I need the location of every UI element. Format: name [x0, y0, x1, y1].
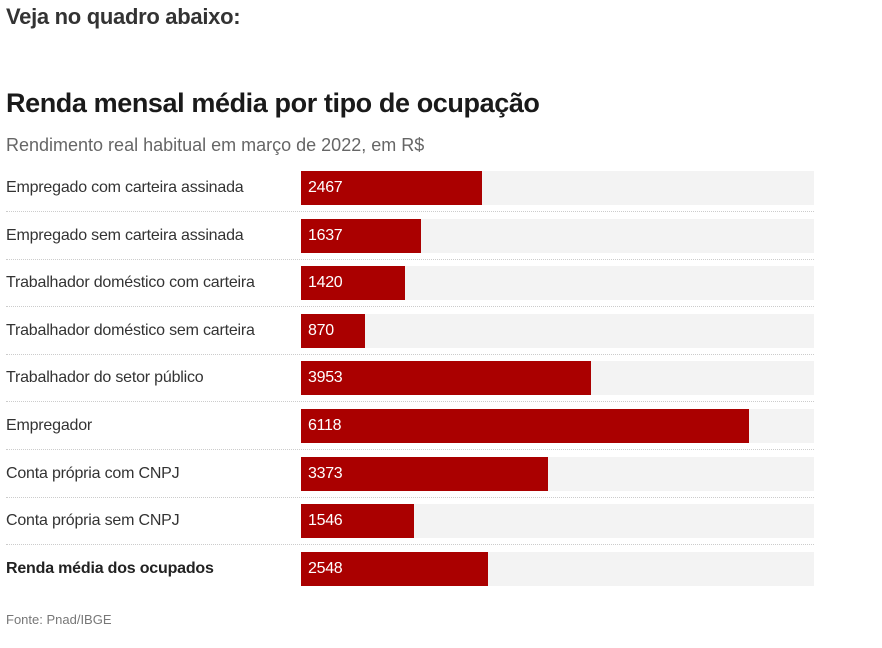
intro-heading: Veja no quadro abaixo: [6, 4, 241, 29]
bar [301, 361, 591, 396]
chart-source: Fonte: Pnad/IBGE [6, 612, 112, 627]
bar-track: 1420 [301, 266, 814, 301]
bar-label: Trabalhador doméstico com carteira [6, 274, 255, 292]
bar-row: Trabalhador doméstico sem carteira 870 [6, 313, 814, 355]
bar-row: Conta própria sem CNPJ 1546 [6, 504, 814, 546]
bar-value-label: 2467 [308, 179, 343, 196]
bar-row: Empregado sem carteira assinada 1637 [6, 218, 814, 260]
bar-label: Empregador [6, 416, 93, 434]
bar-value-label: 6118 [308, 416, 342, 434]
bar-label: Conta própria com CNPJ [6, 464, 180, 482]
bar-label: Trabalhador doméstico sem carteira [6, 321, 255, 339]
bar-row: Renda média dos ocupados 2548 [6, 551, 814, 586]
bar [301, 266, 406, 301]
bar-chart: Empregado com carteira assinada 2467 Empre… [6, 171, 814, 599]
bar-track: 1546 [301, 504, 814, 539]
bar-track: 1637 [301, 218, 814, 253]
bar-label: Empregado sem carteira assinada [6, 226, 244, 244]
bar-row: Empregador 6118 [6, 408, 814, 450]
bar-track: 3953 [301, 361, 814, 396]
chart-subtitle: Rendimento real habitual em março de 202… [6, 135, 425, 155]
bar-track: 2467 [301, 171, 814, 205]
chart-title: Renda mensal média por tipo de ocupação [6, 88, 540, 118]
bar-label: Conta própria sem CNPJ [6, 512, 180, 530]
bar [301, 313, 365, 348]
bar-label: Renda média dos ocupados [6, 559, 214, 577]
bar-value-label: 3953 [308, 369, 343, 387]
bar [301, 551, 488, 586]
bar-track: 6118 [301, 408, 814, 443]
bar-value-label: 870 [308, 321, 334, 339]
bar-row: Trabalhador do setor público 3953 [6, 361, 814, 403]
bar-label: Trabalhador do setor público [6, 369, 204, 387]
bar-row: Empregado com carteira assinada 2467 [6, 171, 814, 212]
bar-track: 870 [301, 313, 814, 348]
bar-value-label: 1420 [308, 274, 343, 292]
bar-value-label: 2548 [308, 559, 343, 577]
bar-row: Trabalhador doméstico com carteira 1420 [6, 266, 814, 308]
bar [301, 456, 549, 491]
bar [301, 504, 415, 539]
bar [301, 171, 482, 205]
bar-label: Empregado com carteira assinada [6, 179, 244, 196]
bar-track: 2548 [301, 551, 814, 586]
bar-track: 3373 [301, 456, 814, 491]
bar-value-label: 1637 [308, 226, 343, 244]
bar [301, 408, 750, 443]
bar-value-label: 3373 [308, 464, 343, 482]
bar-value-label: 1546 [308, 512, 343, 530]
bar-row: Conta própria com CNPJ 3373 [6, 456, 814, 498]
bar [301, 218, 421, 253]
